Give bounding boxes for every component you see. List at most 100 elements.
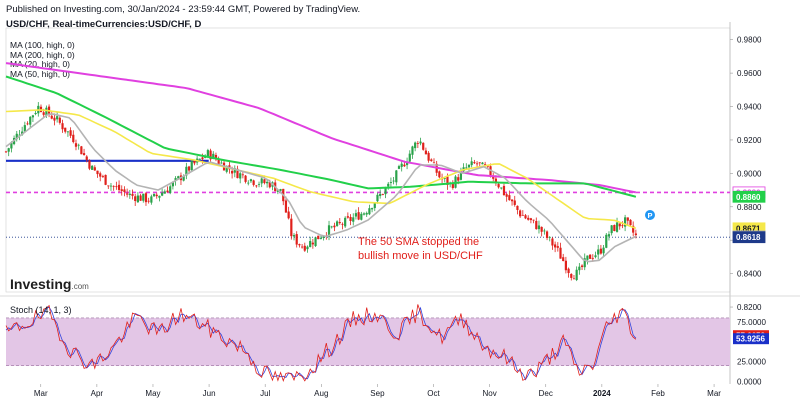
candle-body bbox=[430, 159, 433, 162]
candle-body bbox=[93, 167, 96, 171]
candle-body bbox=[120, 189, 123, 192]
investing-logo: Investing.com bbox=[10, 276, 89, 292]
price-axis: 0.9800 0.9600 0.9400 0.9200 0.9000 0.8800 0.86… bbox=[730, 36, 762, 312]
candle-body bbox=[629, 219, 632, 226]
candle-body bbox=[104, 174, 107, 185]
legend-entry-ma200: MA (200, high, 0) bbox=[10, 49, 75, 60]
x-tick-label: Jul bbox=[260, 389, 270, 398]
candle-body bbox=[239, 173, 242, 179]
candle-body bbox=[554, 244, 557, 248]
x-tick-label: May bbox=[145, 389, 160, 398]
legend-entry-ma50: MA (50, high, 0) bbox=[10, 68, 71, 79]
candle-body bbox=[182, 175, 185, 181]
candle-body bbox=[231, 170, 234, 174]
logo-suffix: .com bbox=[71, 282, 89, 291]
candle-body bbox=[198, 158, 201, 160]
candle-body bbox=[556, 246, 559, 248]
candle-body bbox=[564, 260, 567, 271]
candle-body bbox=[142, 193, 145, 201]
candle-body bbox=[427, 152, 430, 161]
candle-body bbox=[376, 194, 379, 202]
candle-body bbox=[613, 225, 616, 231]
candle-body bbox=[392, 180, 395, 182]
marker-badge[interactable]: P bbox=[645, 210, 655, 220]
candle-body bbox=[365, 212, 368, 215]
price-label-box bbox=[732, 190, 766, 203]
candle-body bbox=[147, 200, 150, 202]
candle-body bbox=[446, 176, 449, 185]
candle-body bbox=[266, 181, 269, 184]
x-tick-label: Oct bbox=[427, 389, 440, 398]
candle-body bbox=[276, 190, 279, 192]
stoch-band bbox=[6, 317, 730, 366]
candle-body bbox=[193, 161, 196, 164]
candle-body bbox=[403, 164, 406, 167]
y-tick-label: 0.9200 bbox=[737, 136, 762, 145]
candle-body bbox=[338, 222, 341, 224]
candle-body bbox=[303, 245, 306, 251]
legend-entry-ma20: MA (20, high, 0) bbox=[10, 59, 71, 69]
candle-body bbox=[368, 208, 371, 215]
candle-body bbox=[163, 191, 166, 194]
candle-body bbox=[298, 244, 301, 246]
published-info: Published on Investing.com, 30/Jan/2024 … bbox=[6, 4, 361, 15]
x-tick-label: Dec bbox=[539, 389, 553, 398]
candle-body bbox=[500, 187, 503, 189]
candle-body bbox=[115, 186, 118, 188]
candle-body bbox=[45, 107, 48, 116]
candle-body bbox=[516, 205, 519, 210]
candle-body bbox=[624, 217, 627, 227]
candle-body bbox=[626, 217, 629, 221]
candle-body bbox=[26, 123, 29, 125]
candle-body bbox=[381, 193, 384, 195]
candle-body bbox=[330, 226, 333, 228]
moving-averages bbox=[5, 62, 637, 263]
x-tick-label: Nov bbox=[483, 389, 497, 398]
candle-body bbox=[233, 168, 236, 173]
candle-body bbox=[621, 225, 624, 227]
candle-body bbox=[578, 266, 581, 271]
time-axis: Mar Apr May Jun Jul Aug Sep Oct Nov Dec 2024 Feb Mar bbox=[34, 384, 721, 398]
candle-body bbox=[521, 214, 524, 216]
candle-body bbox=[206, 150, 209, 157]
candle-body bbox=[155, 194, 158, 197]
candle-body bbox=[58, 117, 61, 123]
candle-body bbox=[96, 170, 99, 175]
candle-body bbox=[247, 182, 250, 184]
price-label-text: 0.8671 bbox=[736, 224, 761, 233]
candle-body bbox=[152, 193, 156, 197]
candle-body bbox=[7, 148, 10, 152]
candlestick-series bbox=[4, 102, 637, 282]
candle-body bbox=[529, 218, 532, 221]
candle-body bbox=[559, 247, 562, 259]
candle-body bbox=[438, 171, 441, 178]
y-tick-label: 0.8800 bbox=[737, 203, 762, 212]
stoch-label: Stoch (14, 1, 3) bbox=[10, 305, 72, 315]
candle-body bbox=[465, 167, 468, 169]
candle-body bbox=[268, 181, 271, 188]
candle-body bbox=[341, 223, 344, 225]
candle-body bbox=[252, 180, 255, 185]
candle-body bbox=[136, 195, 139, 203]
candle-body bbox=[187, 166, 191, 171]
candle-body bbox=[575, 269, 578, 281]
candle-body bbox=[23, 125, 26, 132]
marker-circle[interactable] bbox=[645, 210, 655, 220]
candle-body bbox=[481, 162, 484, 165]
candle-body bbox=[540, 226, 543, 232]
candle-body bbox=[123, 189, 126, 193]
x-tick-label: Mar bbox=[34, 389, 48, 398]
candle-body bbox=[85, 156, 88, 160]
candle-body bbox=[244, 175, 247, 182]
candle-body bbox=[567, 268, 570, 274]
ma-line bbox=[5, 75, 637, 198]
y-tick-label: 0.8400 bbox=[737, 270, 762, 279]
candle-body bbox=[346, 216, 349, 218]
candle-body bbox=[64, 127, 67, 132]
candle-body bbox=[101, 176, 105, 177]
stoch-value-text: 53.9256 bbox=[736, 335, 765, 344]
candle-body bbox=[53, 117, 56, 121]
x-tick-label: Mar bbox=[707, 389, 721, 398]
legend-entry-ma100: MA (100, high, 0) bbox=[10, 40, 75, 50]
